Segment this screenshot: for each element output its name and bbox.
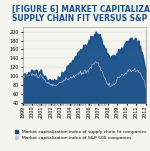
Text: Note: Supply chain fit companies (N = 163): Note: Supply chain fit companies (N = 16… (22, 103, 107, 107)
Text: [FIGURE 6] MARKET CAPITALIZATION:: [FIGURE 6] MARKET CAPITALIZATION: (12, 5, 150, 14)
Legend: Market capitalization index of supply chain fit companies, Market capitalization: Market capitalization index of supply ch… (15, 130, 146, 140)
Text: SUPPLY CHAIN FIT VERSUS S&P 500: SUPPLY CHAIN FIT VERSUS S&P 500 (12, 14, 150, 23)
